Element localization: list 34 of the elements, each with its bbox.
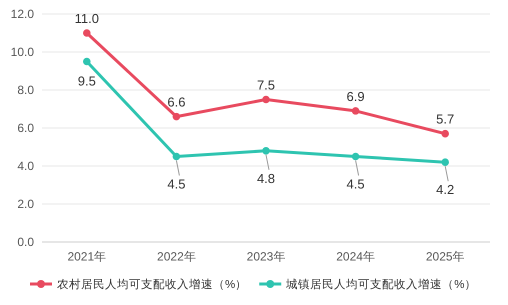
data-label: 5.7 [436,112,454,127]
point [441,130,449,138]
data-label: 6.9 [346,88,365,104]
data-label: 4.5 [346,176,365,192]
data-label: 4.2 [436,182,454,198]
data-label: 6.6 [167,94,186,110]
point [262,147,270,155]
point [83,29,91,37]
y-tick-label: 8.0 [17,82,34,97]
y-tick-label: 10.0 [10,44,34,59]
data-label: 9.5 [78,74,96,88]
data-label: 4.5 [167,176,186,192]
data-label: 11.0 [74,11,99,26]
legend-label: 城镇居民人均可支配收入增速（%） [285,277,476,291]
y-tick-label: 6.0 [17,120,34,135]
x-tick-label: 2021年 [67,250,106,264]
point [352,152,360,160]
point [352,107,360,115]
point [172,152,180,160]
point [172,112,180,120]
y-tick-label: 2.0 [17,196,34,211]
legend-label: 农村居民人均可支配收入增速（%） [57,277,248,291]
x-tick-label: 2025年 [426,250,465,264]
y-tick-label: 4.0 [17,158,34,173]
x-tick-label: 2022年 [157,250,196,264]
y-tick-label: 0.0 [17,234,34,249]
y-tick-label: 12.0 [10,6,34,21]
point [83,58,91,66]
data-label: 4.8 [256,170,276,186]
data-label: 7.5 [256,78,276,92]
x-tick-label: 2023年 [246,250,286,264]
x-tick-label: 2024年 [336,250,375,264]
point [262,96,270,104]
point [441,158,449,166]
